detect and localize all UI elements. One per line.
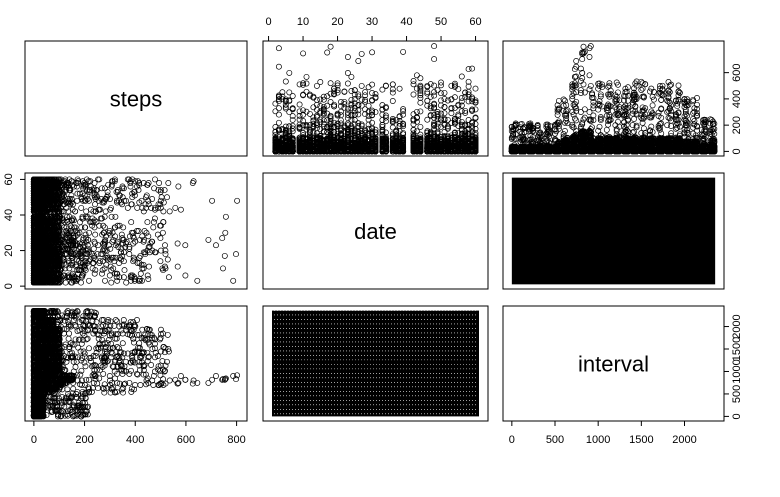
point (318, 79, 323, 84)
point (390, 98, 395, 103)
point (442, 90, 447, 95)
point (328, 81, 333, 86)
point (314, 102, 319, 107)
point (359, 83, 364, 88)
point (345, 54, 350, 59)
point (297, 102, 302, 107)
point (445, 98, 450, 103)
point (311, 105, 316, 110)
point (345, 81, 350, 86)
point (418, 76, 423, 81)
point (359, 51, 364, 56)
point (349, 97, 354, 102)
point (432, 83, 437, 88)
point (276, 46, 281, 51)
point (411, 92, 416, 97)
panel-steps-date (263, 41, 488, 156)
panel-steps-steps: steps (25, 41, 247, 156)
point (418, 100, 423, 105)
point (301, 51, 306, 56)
point (459, 95, 464, 100)
point (438, 98, 443, 103)
point (328, 44, 333, 49)
point (342, 105, 347, 110)
point (328, 99, 333, 104)
point (380, 112, 385, 117)
point (383, 119, 388, 124)
point (273, 109, 278, 114)
point (432, 93, 437, 98)
point (276, 64, 281, 69)
point (373, 110, 378, 115)
point (297, 117, 302, 122)
point (428, 94, 433, 99)
point (325, 50, 330, 55)
point (349, 74, 354, 79)
point (370, 82, 375, 87)
point (401, 49, 406, 54)
point (304, 81, 309, 86)
point (276, 112, 281, 117)
point (418, 124, 423, 129)
point (459, 74, 464, 79)
point (276, 120, 281, 125)
point (383, 83, 388, 88)
point (373, 92, 378, 97)
point (418, 109, 423, 114)
point (287, 70, 292, 75)
point (414, 73, 419, 78)
point (338, 118, 343, 123)
point (283, 79, 288, 84)
point (356, 58, 361, 63)
point (290, 117, 295, 122)
point (325, 94, 330, 99)
point (359, 122, 364, 127)
point (442, 111, 447, 116)
point (411, 127, 416, 132)
points-steps-vs-date (273, 44, 478, 154)
point (397, 86, 402, 91)
point (432, 44, 437, 49)
point (432, 57, 437, 62)
point (273, 101, 278, 106)
point (442, 96, 447, 101)
point (366, 85, 371, 90)
point (366, 103, 371, 108)
point (445, 117, 450, 122)
point (342, 89, 347, 94)
point (290, 93, 295, 98)
point (370, 50, 375, 55)
point (363, 90, 368, 95)
point (304, 74, 309, 79)
diag-label-steps: steps (110, 87, 163, 112)
point (470, 66, 475, 71)
point (390, 82, 395, 87)
point (390, 90, 395, 95)
point (276, 106, 281, 111)
